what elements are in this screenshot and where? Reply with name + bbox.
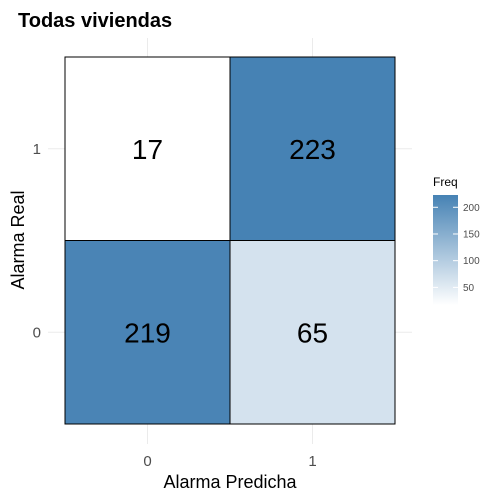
heatmap-cell <box>229 240 396 425</box>
legend-tick-label: 100 <box>463 256 480 267</box>
y-tick-label: 1 <box>33 141 41 158</box>
y-axis-title: Alarma Real <box>8 190 28 289</box>
legend-title: Freq <box>433 175 458 189</box>
legend-tick-label: 150 <box>463 229 480 240</box>
cell-value-label: 219 <box>124 317 171 348</box>
legend-colorbar <box>433 195 458 305</box>
legend-ticks: 50 100 150 200 <box>433 203 480 294</box>
heatmap-cell <box>64 56 231 241</box>
x-tick-label: 1 <box>308 453 316 470</box>
x-axis-title: Alarma Predicha <box>163 472 297 492</box>
y-axis-ticks: 01 <box>33 141 41 342</box>
legend-tick-label: 200 <box>463 203 480 214</box>
legend-tick-label: 50 <box>463 283 475 294</box>
chart-title: Todas viviendas <box>18 10 172 32</box>
x-tick-label: 0 <box>143 453 151 470</box>
cell-value-label: 65 <box>297 317 328 348</box>
heatmap-cells: 17 223 219 65 <box>64 56 396 425</box>
y-tick-label: 0 <box>33 324 41 341</box>
cell-value-label: 17 <box>132 134 163 165</box>
legend: Freq 50 100 150 200 <box>433 175 480 305</box>
heatmap-cell <box>64 240 231 425</box>
cell-value-label: 223 <box>289 134 336 165</box>
